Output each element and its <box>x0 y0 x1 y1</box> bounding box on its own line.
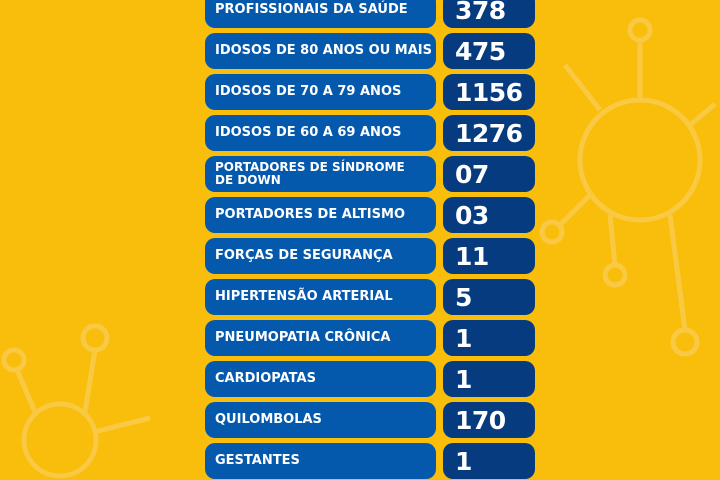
group-count: 378 <box>443 0 535 28</box>
group-count: 07 <box>443 156 535 192</box>
group-row: QUILOMBOLAS 170 <box>205 402 535 438</box>
group-row: IDOSOS DE 80 ANOS OU MAIS 475 <box>205 33 535 69</box>
group-row: PROFISSIONAIS DA SAÚDE 378 <box>205 0 535 28</box>
group-row: CARDIOPATAS 1 <box>205 361 535 397</box>
group-count: 03 <box>443 197 535 233</box>
group-count: 5 <box>443 279 535 315</box>
group-label: PROFISSIONAIS DA SAÚDE <box>205 0 436 28</box>
group-label: GESTANTES <box>205 443 436 479</box>
group-label: PNEUMOPATIA CRÔNICA <box>205 320 436 356</box>
group-label: FORÇAS DE SEGURANÇA <box>205 238 436 274</box>
group-count: 11 <box>443 238 535 274</box>
group-label: PORTADORES DE SÍNDROME DE DOWN <box>205 156 436 192</box>
group-count: 1 <box>443 361 535 397</box>
group-label: QUILOMBOLAS <box>205 402 436 438</box>
group-row: PORTADORES DE SÍNDROME DE DOWN 07 <box>205 156 535 192</box>
group-count: 1 <box>443 443 535 479</box>
group-count: 475 <box>443 33 535 69</box>
group-count: 170 <box>443 402 535 438</box>
group-row: IDOSOS DE 70 A 79 ANOS 1156 <box>205 74 535 110</box>
group-label: HIPERTENSÃO ARTERIAL <box>205 279 436 315</box>
group-row: HIPERTENSÃO ARTERIAL 5 <box>205 279 535 315</box>
group-label: PORTADORES DE ALTISMO <box>205 197 436 233</box>
group-row: GESTANTES 1 <box>205 443 535 479</box>
group-row: PORTADORES DE ALTISMO 03 <box>205 197 535 233</box>
group-row: FORÇAS DE SEGURANÇA 11 <box>205 238 535 274</box>
group-count: 1156 <box>443 74 535 110</box>
group-row: IDOSOS DE 60 A 69 ANOS 1276 <box>205 115 535 151</box>
group-label: CARDIOPATAS <box>205 361 436 397</box>
group-label: IDOSOS DE 80 ANOS OU MAIS <box>205 33 436 69</box>
group-label: IDOSOS DE 70 A 79 ANOS <box>205 74 436 110</box>
group-label: IDOSOS DE 60 A 69 ANOS <box>205 115 436 151</box>
group-count: 1276 <box>443 115 535 151</box>
group-row: PNEUMOPATIA CRÔNICA 1 <box>205 320 535 356</box>
group-count: 1 <box>443 320 535 356</box>
